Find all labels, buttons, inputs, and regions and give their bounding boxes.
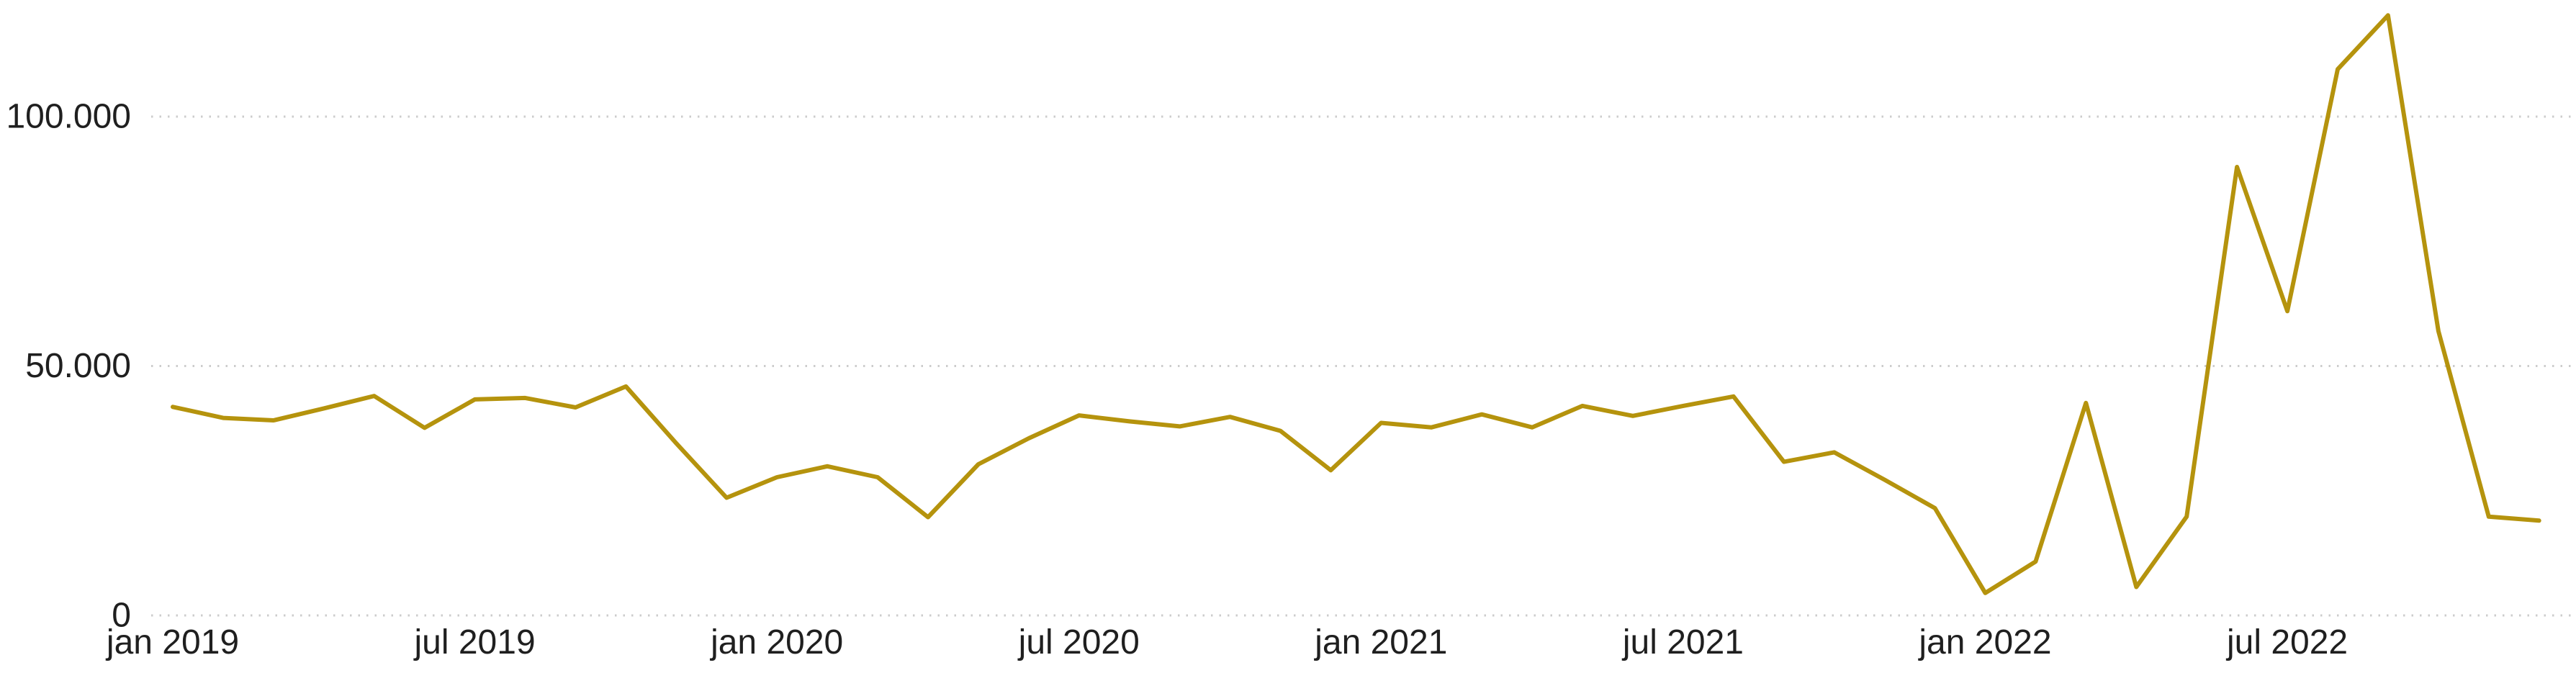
x-axis-labels: jan 2019 jul 2019 jan 2020 jul 2020 jan 2021… bbox=[105, 623, 2348, 661]
x-axis-tick-label: jul 2019 bbox=[413, 623, 536, 661]
y-axis-tick-label: 50.000 bbox=[25, 347, 131, 385]
gridlines-layer bbox=[151, 115, 2572, 617]
x-axis-tick-label: jul 2022 bbox=[2225, 623, 2348, 661]
y-axis-labels: 0 50.000 100.000 bbox=[6, 98, 131, 635]
x-axis-tick-label: jul 2021 bbox=[1621, 623, 1744, 661]
x-axis-tick-label: jan 2019 bbox=[105, 623, 239, 661]
x-axis-tick-label: jan 2020 bbox=[709, 623, 843, 661]
y-axis-tick-label: 100.000 bbox=[6, 98, 131, 136]
y-axis-tick-label: 0 bbox=[112, 597, 131, 635]
x-axis-tick-label: jan 2021 bbox=[1313, 623, 1447, 661]
x-axis-tick-label: jul 2020 bbox=[1017, 623, 1140, 661]
data-line bbox=[171, 13, 2541, 595]
data-series-layer bbox=[171, 13, 2541, 595]
x-axis-tick-label: jan 2022 bbox=[1917, 623, 2051, 661]
